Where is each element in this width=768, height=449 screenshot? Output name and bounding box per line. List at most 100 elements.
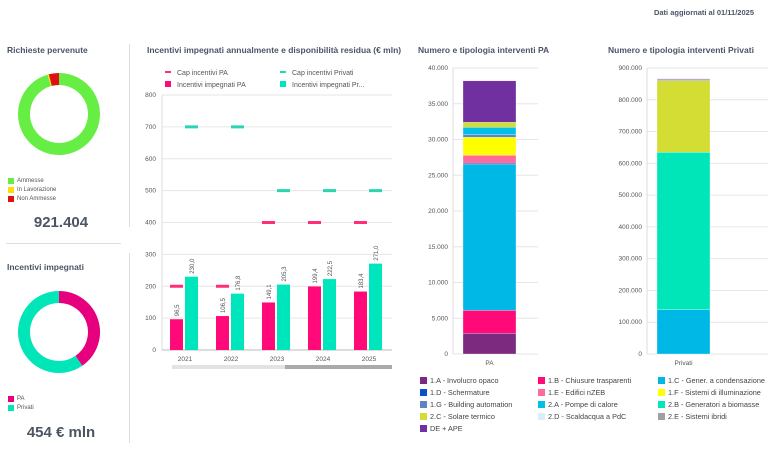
legend-item[interactable]: 1.B - Chiusure trasparenti: [538, 375, 658, 386]
stack-segment: [656, 152, 711, 310]
scrollbar-track[interactable]: [172, 365, 392, 369]
legend-item[interactable]: Privati: [8, 403, 34, 412]
legend-item[interactable]: Non Ammesse: [8, 194, 56, 203]
y-tick-label: 35.000: [428, 101, 448, 108]
y-tick-label: 500: [145, 188, 156, 195]
stack-segment: [462, 164, 517, 311]
legend-label: PA: [17, 395, 25, 402]
legend-item[interactable]: 1.F - Sistemi di illuminazione: [658, 387, 768, 398]
bar: [277, 284, 290, 350]
y-tick-label: 400.000: [619, 224, 643, 231]
last-updated: Dati aggiornati al 01/11/2025: [653, 8, 754, 17]
legend-swatch: [8, 186, 14, 193]
pa-chart-title: Numero e tipologia interventi PA: [418, 45, 550, 55]
y-tick-label: 100: [145, 315, 156, 322]
x-tick-label: 2021: [178, 356, 193, 363]
cap-marker: [369, 189, 382, 193]
legend-label: Non Ammesse: [17, 195, 57, 202]
y-tick-label: 400: [145, 220, 156, 227]
y-tick-label: 800: [145, 92, 156, 99]
legend-swatch: [420, 401, 427, 408]
privati-chart-title: Numero e tipologia interventi Privati: [608, 45, 754, 55]
legend-swatch: [8, 395, 14, 402]
legend-swatch: [658, 401, 665, 408]
y-tick-label: 300: [145, 251, 156, 258]
legend-item[interactable]: In Lavorazione: [8, 185, 56, 194]
y-tick-label: 600.000: [619, 160, 643, 167]
stack-segment: [462, 80, 517, 123]
cap-marker: [308, 221, 321, 224]
legend-label: 2.D - Scaldacqua a PdC: [548, 412, 627, 421]
bar: [323, 279, 336, 350]
legend-item[interactable]: 1.C - Gener. a condensazione: [658, 375, 768, 386]
legend-item[interactable]: 2.C - Solare termico: [420, 411, 538, 422]
legend-item[interactable]: 2.E - Sistemi ibridi: [658, 411, 768, 422]
scrollbar-thumb[interactable]: [285, 365, 392, 369]
legend-item[interactable]: 1.G - Building automation: [420, 399, 538, 410]
legend-label: Privati: [17, 404, 34, 411]
x-tick-label: 2025: [362, 356, 377, 363]
x-tick-label: Privati: [674, 360, 692, 367]
bar: [231, 293, 244, 350]
legend-label: DE + APE: [430, 424, 463, 433]
stack-segment: [656, 80, 711, 153]
legend-item[interactable]: Ammesse: [8, 176, 56, 185]
stack-segment: [462, 310, 517, 334]
legend-label: Cap incentivi PA: [177, 70, 228, 77]
y-tick-label: 600: [145, 156, 156, 163]
y-tick-label: 700.000: [619, 129, 643, 136]
legend-item[interactable]: 2.B - Generatori a biomasse: [658, 399, 768, 410]
y-tick-label: 0: [444, 351, 448, 358]
data-label: 230,0: [190, 258, 196, 274]
legend-swatch: [280, 81, 286, 87]
legend-item[interactable]: 1.D - Schermature: [420, 387, 538, 398]
data-label: 96,5: [175, 304, 181, 316]
legend-label: 1.E - Edifici nZEB: [548, 388, 606, 397]
y-tick-label: 0: [638, 351, 642, 358]
divider: [6, 243, 121, 244]
bar: [170, 319, 183, 350]
legend-item[interactable]: 1.A - Involucro opaco: [420, 375, 538, 386]
legend-swatch: [538, 401, 545, 408]
stack-segment: [462, 333, 517, 355]
y-tick-label: 5.000: [432, 315, 449, 322]
legend-label: Cap incentivi Privati: [292, 70, 354, 77]
legend-item[interactable]: 2.A - Pompe di calore: [538, 399, 658, 410]
legend-swatch: [658, 389, 665, 396]
requests-donut: [18, 73, 100, 155]
data-label: 183,4: [359, 273, 365, 289]
legend-swatch: [538, 413, 545, 420]
legend-label: Incentivi impegnati Pr...: [292, 82, 364, 89]
bar: [216, 316, 229, 350]
stack-segment: [462, 137, 517, 156]
incentives-title: Incentivi impegnati: [7, 262, 84, 272]
legend-swatch: [658, 413, 665, 420]
y-tick-label: 30.000: [428, 137, 448, 144]
legend-item[interactable]: 1.E - Edifici nZEB: [538, 387, 658, 398]
legend-swatch: [420, 413, 427, 420]
legend-item[interactable]: 2.D - Scaldacqua a PdC: [538, 411, 658, 422]
annual-chart-title: Incentivi impegnati annualmente e dispon…: [147, 45, 402, 55]
legend-label: 2.A - Pompe di calore: [548, 400, 618, 409]
stack-segment: [462, 162, 517, 165]
legend-label: 2.B - Generatori a biomasse: [668, 400, 760, 409]
data-label: 199,4: [313, 268, 319, 284]
legend-label: 1.C - Gener. a condensazione: [668, 376, 765, 385]
legend-label: 1.G - Building automation: [430, 400, 513, 409]
legend-item[interactable]: PA: [8, 394, 34, 403]
intervention-types-legend: 1.A - Involucro opaco 1.B - Chiusure tras…: [420, 375, 768, 434]
legend-swatch: [658, 377, 665, 384]
legend-swatch: [8, 177, 14, 184]
legend-label: 1.F - Sistemi di illuminazione: [668, 388, 761, 397]
annual-incentives-chart: 0 100 200 300 400 500 600 700 800 2021 96,5 230,0 20…: [145, 70, 392, 369]
pa-interventions-chart: 0 5.000 10.000 15.000 20.000 25.000 30.000 35.0…: [428, 65, 538, 367]
cap-marker: [170, 284, 183, 288]
y-tick-label: 40.000: [428, 65, 448, 72]
data-label: 222,5: [328, 260, 334, 276]
legend-label: In Lavorazione: [17, 186, 57, 193]
bar: [369, 263, 382, 350]
y-tick-label: 0: [152, 347, 156, 354]
legend-swatch: [420, 377, 427, 384]
legend-swatch: [8, 404, 14, 411]
legend-item[interactable]: DE + APE: [420, 423, 538, 434]
